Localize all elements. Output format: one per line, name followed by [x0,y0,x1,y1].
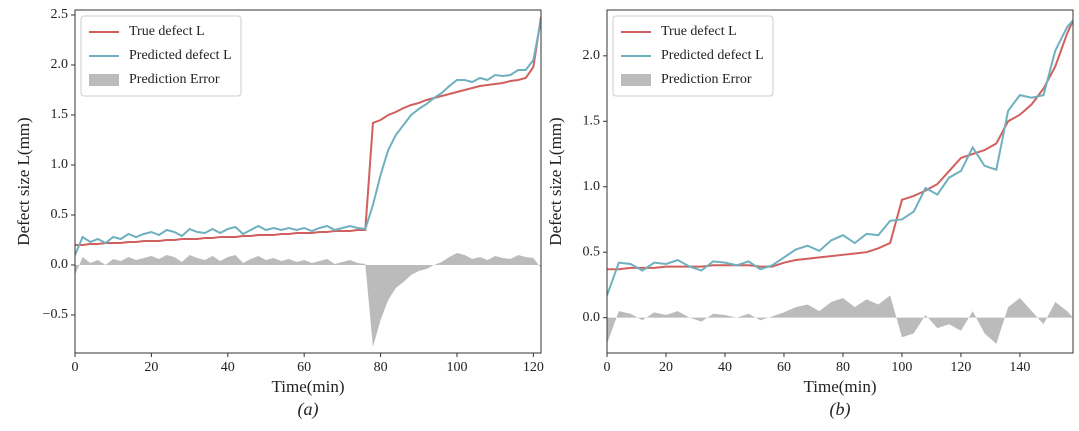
x-axis-label: Time(min) [803,377,876,396]
legend-label: True defect L [129,24,205,39]
y-tick-label: 2.0 [51,57,69,72]
y-tick-label: 1.5 [51,107,69,122]
plot-area [75,16,541,347]
y-axis-label: Defect size L(mm) [546,117,565,245]
legend-label: Prediction Error [661,72,752,87]
error-area [607,295,1073,344]
y-tick-label: 1.0 [51,157,69,172]
x-tick-label: 120 [523,360,544,375]
y-tick-label: 1.0 [583,179,601,194]
x-tick-label: 80 [836,360,850,375]
x-tick-label: 60 [297,360,311,375]
error-area [75,253,541,347]
x-tick-label: 60 [777,360,791,375]
x-tick-label: 0 [72,360,79,375]
x-tick-label: 40 [718,360,732,375]
x-tick-label: 0 [604,360,611,375]
legend: True defect L Predicted defect L Predictio… [612,15,774,97]
x-tick-label: 100 [446,360,467,375]
x-axis-label: Time(min) [271,377,344,396]
series-line [607,20,1073,271]
y-tick-label: 0.5 [583,244,601,259]
plot: 0 20 40 60 80 100 120 −0.5 0.0 0.5 1.0 1.5 2.0 2.5 Tim… [14,7,544,420]
x-tick-label: 20 [144,360,158,375]
y-tick-label: 0.0 [51,257,69,272]
series-line [75,19,541,256]
legend-label: True defect L [661,24,737,39]
plot: 0 20 40 60 80 100 120 140 0.0 0.5 1.0 1.5 2.0 Time(mi… [546,9,1074,420]
x-tick-label: 100 [891,360,912,375]
legend-label: Predicted defect L [129,48,232,63]
x-tick-label: 140 [1009,360,1030,375]
y-tick-label: 2.0 [583,48,601,63]
legend-box [80,15,242,97]
x-tick-label: 40 [221,360,235,375]
legend-label: Predicted defect L [661,48,764,63]
legend-swatch [621,74,651,86]
plot-area [607,19,1073,344]
y-tick-label: 0.0 [583,310,601,325]
legend-label: Prediction Error [129,72,220,87]
axes-frame [74,9,542,354]
series-line [75,16,541,246]
caption: (a) [298,399,319,420]
caption: (b) [830,399,851,420]
x-tick-label: 80 [374,360,388,375]
y-tick-label: 0.5 [51,207,69,222]
legend: True defect L Predicted defect L Predictio… [80,15,242,97]
y-axis-label: Defect size L(mm) [14,117,33,245]
x-tick-label: 120 [950,360,971,375]
legend-swatch [89,74,119,86]
y-tick-label: 2.5 [51,7,69,22]
legend-box [612,15,774,97]
y-tick-label: −0.5 [43,307,68,322]
axes-frame [606,9,1074,354]
series-line [607,19,1073,296]
y-tick-label: 1.5 [583,113,601,128]
x-tick-label: 20 [659,360,673,375]
